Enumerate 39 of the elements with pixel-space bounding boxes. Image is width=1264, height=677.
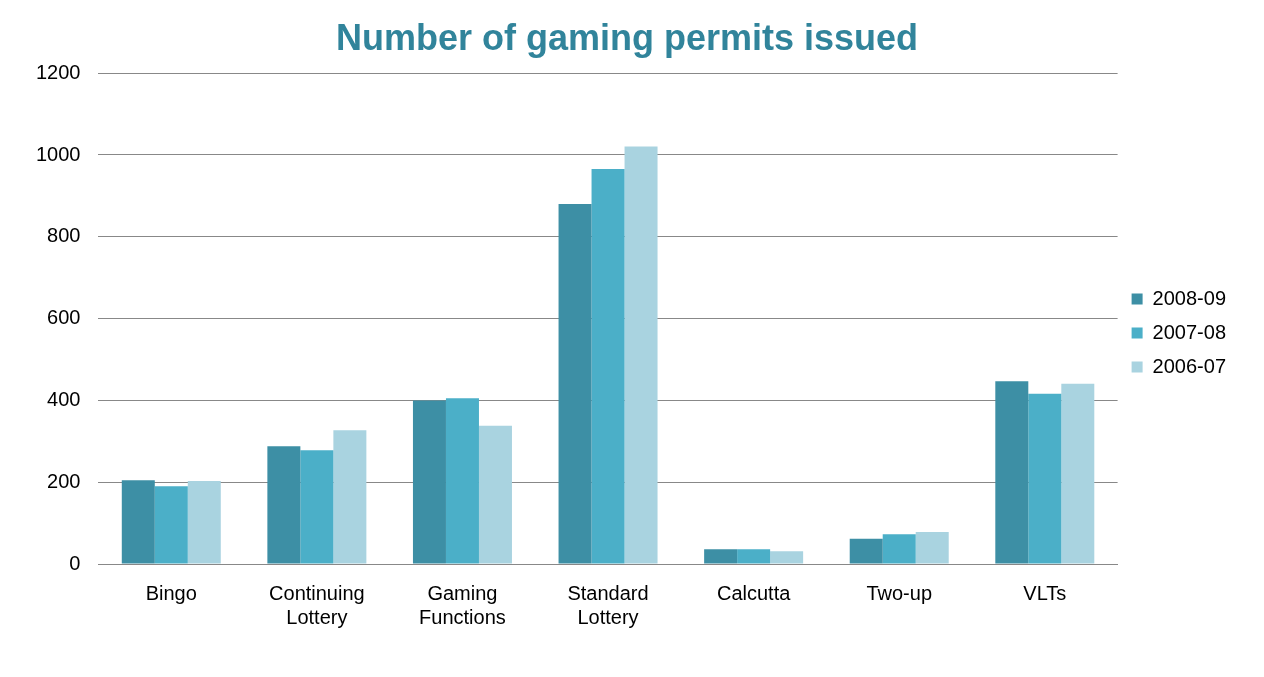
legend-label: 2008-09 (1152, 286, 1227, 309)
legend-label: 2006-07 (1152, 354, 1227, 377)
bar (915, 532, 949, 564)
bar (1061, 383, 1095, 564)
y-tick-label: 800 (47, 224, 81, 247)
bar (187, 480, 221, 564)
x-tick-label: VLTs (1023, 581, 1067, 604)
bar (882, 534, 916, 564)
bar (154, 486, 188, 564)
y-tick-label: 400 (47, 387, 81, 410)
bar (445, 398, 479, 564)
x-tick-label: Continuing Lottery (269, 581, 365, 628)
bar (267, 446, 301, 564)
x-tick-label: Standard Lottery (567, 581, 649, 628)
bar (412, 400, 446, 564)
bar (300, 450, 334, 564)
bar (737, 549, 771, 564)
x-tick-label: Two-up (866, 581, 933, 604)
y-tick-label: 200 (47, 469, 81, 492)
chart-title: Number of gaming permits issued (335, 16, 919, 58)
x-tick-label: Gaming Functions (419, 581, 506, 628)
bar (849, 538, 883, 564)
x-tick-label: Bingo (145, 581, 197, 604)
bar (995, 381, 1029, 564)
bar (558, 204, 592, 564)
y-tick-label: 0 (69, 551, 81, 574)
y-tick-label: 600 (47, 306, 81, 329)
legend-label: 2007-08 (1152, 320, 1227, 343)
bar (121, 480, 155, 564)
bar (770, 551, 804, 564)
bar (333, 430, 367, 564)
bar (478, 425, 512, 564)
bar (1028, 393, 1062, 564)
bar (624, 146, 658, 564)
y-tick-label: 1000 (35, 142, 81, 165)
bar (591, 168, 625, 564)
x-tick-label: Calcutta (716, 581, 792, 604)
y-tick-label: 1200 (35, 60, 81, 83)
bar (704, 549, 738, 564)
